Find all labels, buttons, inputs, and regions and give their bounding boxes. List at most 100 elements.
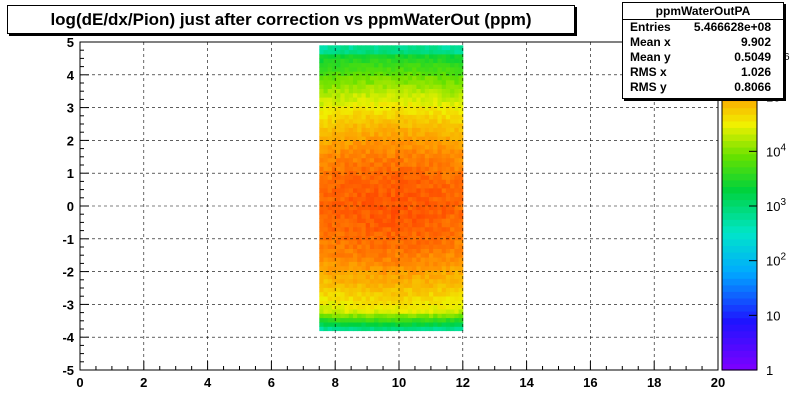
heatmap-cell (429, 235, 434, 241)
heatmap-cell (353, 317, 358, 323)
heatmap-cell (369, 265, 375, 271)
heatmap-cell (340, 84, 346, 89)
heatmap-cell (403, 136, 409, 141)
heatmap-cell (407, 97, 413, 102)
heatmap-cell (331, 92, 337, 98)
heatmap-cell (395, 75, 400, 81)
heatmap-cell (369, 270, 375, 275)
heatmap-cell (412, 84, 417, 89)
heatmap-cell (378, 97, 384, 102)
heatmap-cell (378, 49, 384, 55)
heatmap-cell (433, 235, 438, 241)
heatmap-cell (399, 213, 405, 219)
heatmap-cell (331, 179, 337, 185)
heatmap-cell (369, 97, 375, 102)
heatmap-cell (454, 283, 460, 288)
heatmap-cell (429, 300, 434, 306)
heatmap-cell (433, 322, 438, 327)
heatmap-cell (365, 283, 371, 288)
heatmap-cell (454, 222, 460, 228)
heatmap-cell (407, 270, 413, 275)
heatmap-cell (331, 131, 337, 137)
heatmap-cell (424, 58, 430, 64)
heatmap-cell (416, 127, 422, 133)
heatmap-cell (382, 166, 388, 172)
heatmap-cell (416, 205, 422, 211)
heatmap-cell (424, 248, 430, 254)
heatmap-cell (441, 136, 447, 141)
heatmap-cell (403, 75, 409, 81)
heatmap-cell (378, 92, 384, 98)
heatmap-cell (454, 188, 460, 193)
heatmap-cell (429, 248, 434, 254)
heatmap-cell (433, 196, 438, 202)
heatmap-cell (458, 222, 464, 228)
heatmap-cell (348, 300, 354, 306)
heatmap-cell (412, 179, 417, 185)
heatmap-cell (441, 170, 447, 176)
heatmap-cell (336, 79, 341, 85)
heatmap-cell (437, 261, 443, 267)
heatmap-cell (378, 114, 384, 120)
heatmap-cell (437, 162, 443, 167)
heatmap-cell (353, 153, 358, 159)
heatmap-cell (407, 162, 413, 167)
heatmap-cell (403, 49, 409, 55)
heatmap-cell (378, 62, 384, 68)
heatmap-cell (374, 162, 379, 167)
heatmap-cell (412, 101, 417, 107)
heatmap-cell (361, 287, 367, 293)
heatmap-cell (433, 317, 438, 323)
heatmap-cell (369, 209, 375, 215)
heatmap-cell (420, 179, 426, 185)
heatmap-cell (357, 153, 362, 159)
heatmap-cell (450, 213, 455, 219)
heatmap-cell (340, 136, 346, 141)
heatmap-cell (424, 300, 430, 306)
heatmap-cell (424, 252, 430, 258)
heatmap-cell (353, 62, 358, 68)
heatmap-cell (353, 322, 358, 327)
heatmap-cell (399, 218, 405, 223)
heatmap-cell (395, 261, 400, 267)
heatmap-cell (454, 53, 460, 59)
heatmap-cell (357, 261, 362, 267)
heatmap-cell (433, 162, 438, 167)
heatmap-cell (374, 196, 379, 202)
heatmap-cell (323, 235, 329, 241)
heatmap-cell (386, 287, 392, 293)
heatmap-cell (458, 123, 464, 128)
heatmap-cell (395, 84, 400, 89)
heatmap-cell (344, 131, 350, 137)
heatmap-cell (386, 127, 392, 133)
heatmap-cell (441, 97, 447, 102)
heatmap-cell (361, 248, 367, 254)
heatmap-cell (336, 88, 341, 94)
heatmap-cell (450, 144, 455, 150)
stats-row-entries: Entries 5.466628e+08 (623, 20, 783, 35)
heatmap-cell (395, 222, 400, 228)
heatmap-cell (407, 144, 413, 150)
heatmap-cell (323, 127, 329, 133)
heatmap-cell (382, 218, 388, 223)
heatmap-cell (416, 140, 422, 146)
heatmap-cell (445, 62, 451, 68)
heatmap-cell (433, 222, 438, 228)
heatmap-cell (399, 270, 405, 275)
heatmap-cell (445, 131, 451, 137)
heatmap-cell (365, 140, 371, 146)
heatmap-cell (353, 88, 358, 94)
heatmap-cell (357, 205, 362, 211)
heatmap-cell (403, 300, 409, 306)
heatmap-cell (348, 291, 354, 297)
heatmap-cell (450, 209, 455, 215)
heatmap-cell (374, 66, 379, 72)
heatmap-cell (344, 248, 350, 254)
heatmap-cell (361, 261, 367, 267)
heatmap-cell (450, 79, 455, 85)
heatmap-cell (323, 222, 329, 228)
heatmap-cell (361, 239, 367, 245)
heatmap-cell (361, 153, 367, 159)
heatmap-cell (429, 261, 434, 267)
heatmap-cell (429, 88, 434, 94)
